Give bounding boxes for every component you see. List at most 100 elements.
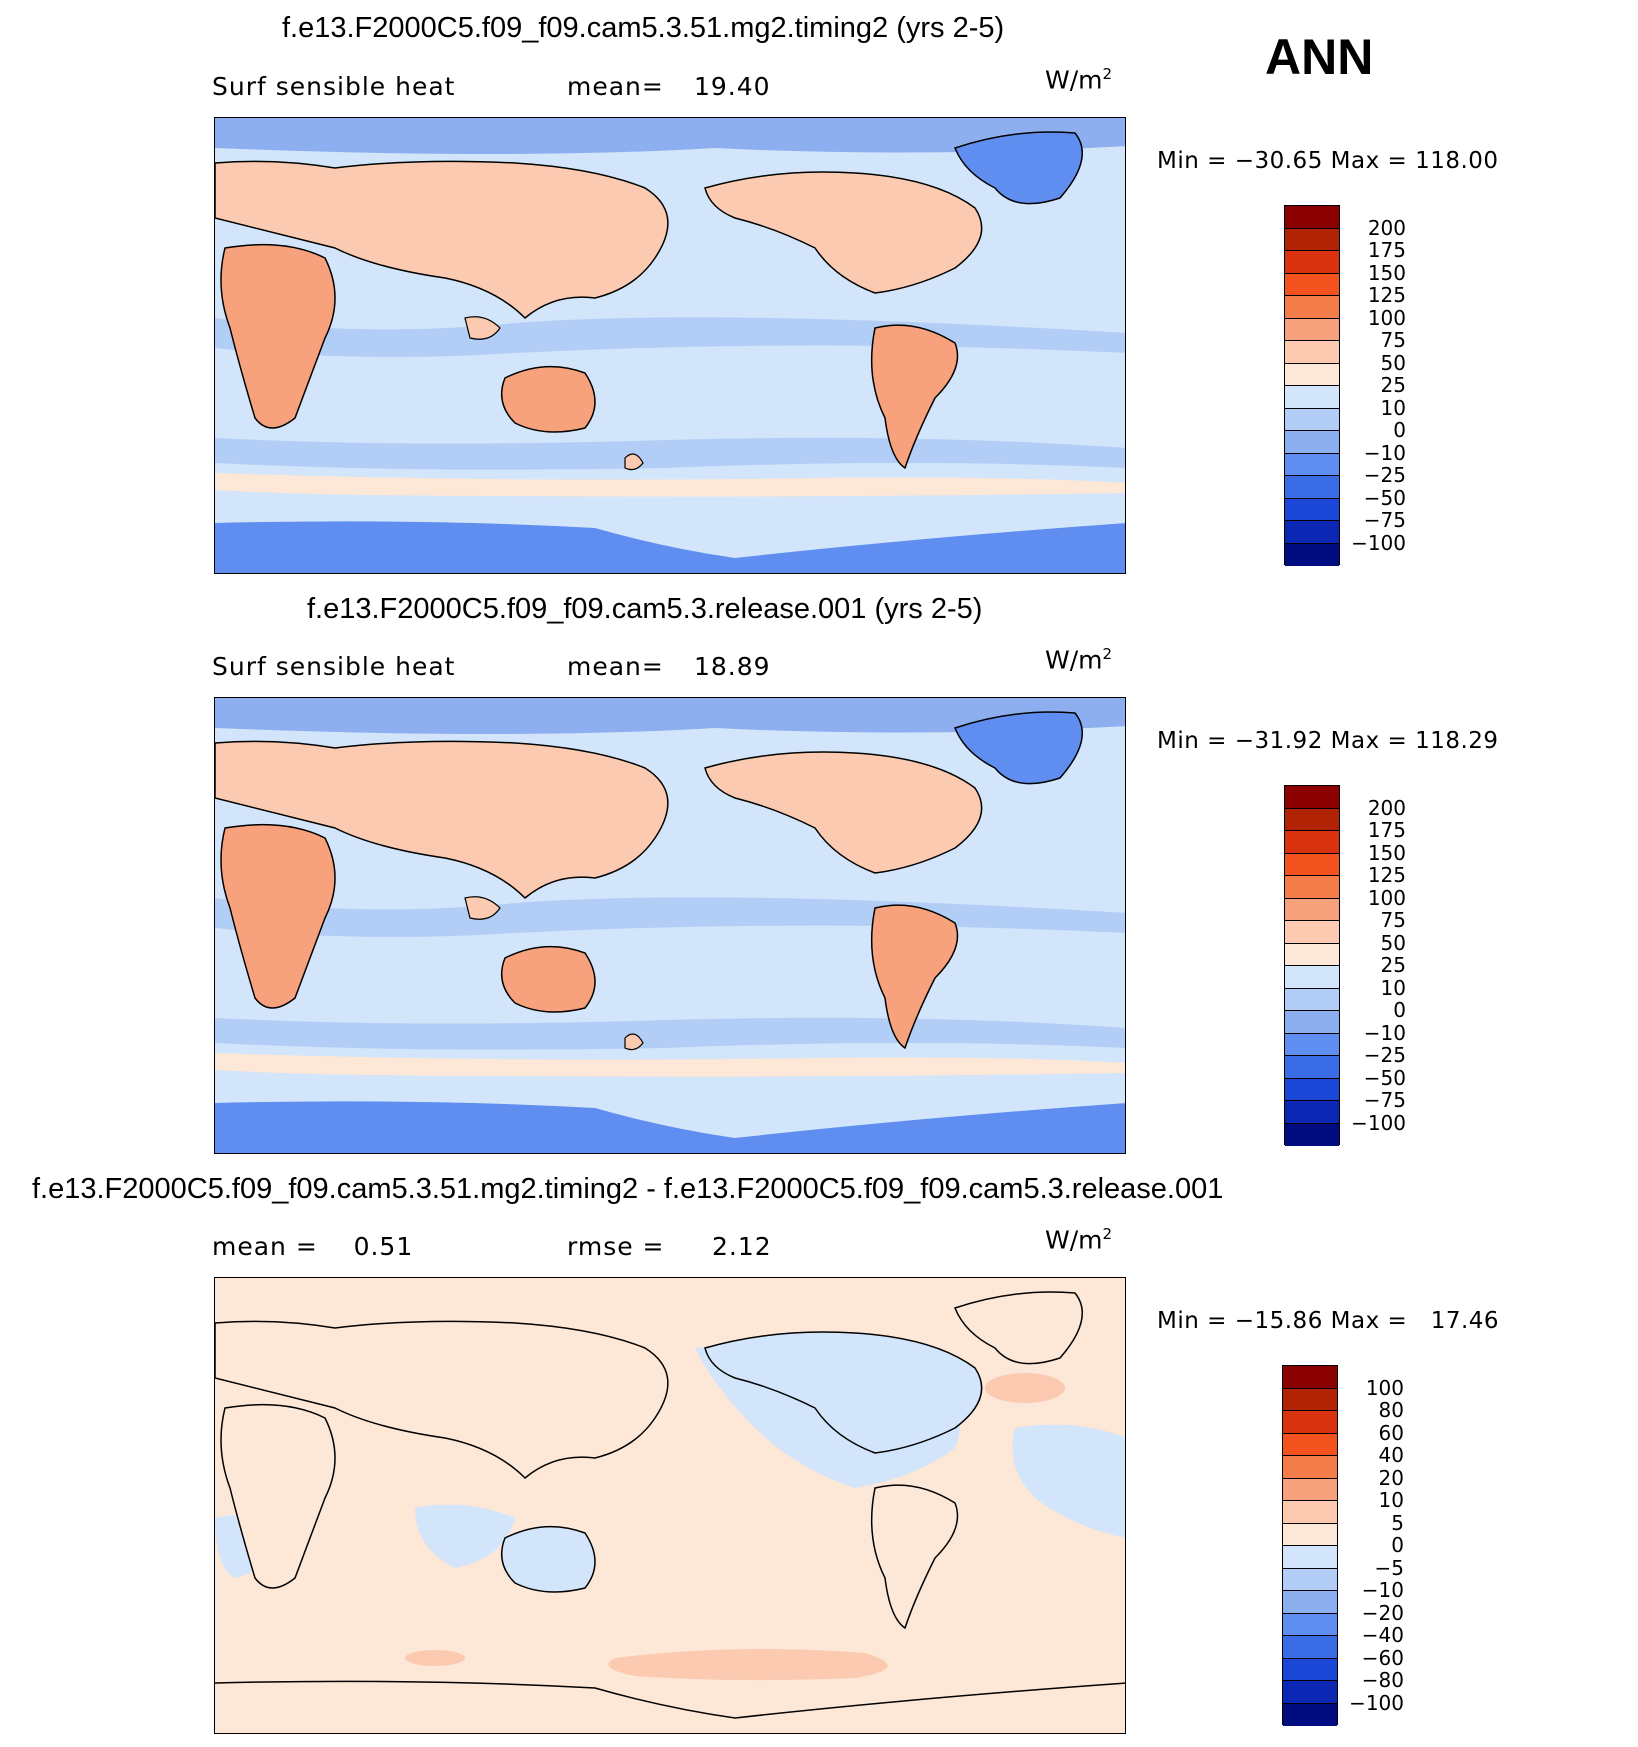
colorbar-label: −100 <box>1349 1690 1404 1715</box>
colorbar-label: 175 <box>1367 238 1406 262</box>
colorbar-swatch <box>1285 988 1339 1011</box>
colorbar-swatch <box>1285 1078 1339 1101</box>
colorbar-label: 150 <box>1367 840 1406 865</box>
panel-3-stat-label: rmse = <box>567 1232 665 1261</box>
colorbar-swatch <box>1285 363 1339 386</box>
colorbar-swatch <box>1283 1568 1337 1591</box>
panel-3-unit: W/m2 <box>1045 1225 1113 1255</box>
panel-3-colorbar <box>1282 1365 1338 1726</box>
colorbar-swatch <box>1283 1636 1337 1659</box>
colorbar-label: 100 <box>1365 1375 1404 1400</box>
colorbar-label: 75 <box>1380 908 1406 932</box>
colorbar-label: 0 <box>1391 1533 1404 1557</box>
colorbar-swatch <box>1285 943 1339 966</box>
panel-2-title: f.e13.F2000C5.f09_f09.cam5.3.release.001… <box>307 593 983 625</box>
panel-3-minmax: Min = −15.86 Max = 17.46 <box>1157 1308 1500 1334</box>
colorbar-label: −20 <box>1361 1600 1404 1625</box>
colorbar-swatch <box>1285 476 1339 499</box>
colorbar-swatch <box>1285 341 1339 364</box>
colorbar-label: 25 <box>1380 373 1406 397</box>
colorbar-label: 0 <box>1393 418 1406 442</box>
colorbar-label: −10 <box>1363 1020 1406 1045</box>
colorbar-swatch <box>1285 1011 1339 1034</box>
colorbar-label: 20 <box>1378 1465 1404 1490</box>
colorbar-label: 80 <box>1378 1398 1404 1422</box>
panel-1-unit: W/m2 <box>1045 65 1113 95</box>
colorbar-swatch <box>1285 786 1339 809</box>
colorbar-label: −25 <box>1363 463 1406 487</box>
colorbar-swatch <box>1283 1411 1337 1434</box>
colorbar-label: 5 <box>1391 1510 1404 1535</box>
colorbar-swatch <box>1285 498 1339 521</box>
colorbar-label: −10 <box>1363 440 1406 465</box>
panel-1-colorbar <box>1284 205 1340 566</box>
colorbar-label: 125 <box>1367 863 1406 887</box>
colorbar-label: 50 <box>1380 350 1406 375</box>
season-label: ANN <box>1265 29 1374 85</box>
colorbar-swatch <box>1285 808 1339 831</box>
colorbar-label: 150 <box>1367 260 1406 285</box>
colorbar-swatch <box>1285 1101 1339 1124</box>
colorbar-label: −100 <box>1351 1110 1406 1135</box>
panel-2-minmax: Min = −31.92 Max = 118.29 <box>1157 728 1499 754</box>
colorbar-swatch <box>1285 1033 1339 1056</box>
colorbar-label: −25 <box>1363 1043 1406 1067</box>
colorbar-swatch <box>1283 1703 1337 1726</box>
colorbar-label: 125 <box>1367 283 1406 307</box>
colorbar-label: 10 <box>1380 395 1406 420</box>
colorbar-label: −50 <box>1363 485 1406 510</box>
colorbar-label: −80 <box>1361 1668 1404 1692</box>
panel-2-unit: W/m2 <box>1045 645 1113 675</box>
colorbar-label: 175 <box>1367 818 1406 842</box>
panel-2-variable: Surf sensible heat <box>212 652 456 681</box>
panel-1-title: f.e13.F2000C5.f09_f09.cam5.3.51.mg2.timi… <box>282 12 1005 44</box>
colorbar-swatch <box>1285 273 1339 296</box>
panel-1-minmax: Min = −30.65 Max = 118.00 <box>1157 148 1499 174</box>
panel-3-mean: mean = 0.51 <box>212 1232 414 1261</box>
colorbar-label: −60 <box>1361 1645 1404 1670</box>
colorbar-label: 100 <box>1367 305 1406 330</box>
panel-3-map <box>214 1277 1126 1734</box>
colorbar-label: 40 <box>1378 1443 1404 1467</box>
colorbar-label: 50 <box>1380 930 1406 955</box>
colorbar-swatch <box>1285 206 1339 229</box>
colorbar-swatch <box>1283 1658 1337 1681</box>
colorbar-swatch <box>1285 853 1339 876</box>
colorbar-swatch <box>1285 521 1339 544</box>
colorbar-swatch <box>1285 543 1339 566</box>
colorbar-label: −10 <box>1361 1578 1404 1602</box>
panel-2-colorbar <box>1284 785 1340 1146</box>
panel-1-stat-value: 19.40 <box>694 72 771 101</box>
colorbar-swatch <box>1285 921 1339 944</box>
colorbar-label: −75 <box>1363 1088 1406 1112</box>
colorbar-swatch <box>1285 318 1339 341</box>
colorbar-swatch <box>1285 1056 1339 1079</box>
colorbar-label: 25 <box>1380 953 1406 977</box>
colorbar-swatch <box>1285 1123 1339 1146</box>
colorbar-label: 100 <box>1367 885 1406 910</box>
colorbar-label: 60 <box>1378 1420 1404 1445</box>
panel-2-stat-label: mean= <box>567 652 664 681</box>
panel-1-map <box>214 117 1126 574</box>
colorbar-swatch <box>1283 1456 1337 1479</box>
panel-3-title: f.e13.F2000C5.f09_f09.cam5.3.51.mg2.timi… <box>32 1173 1224 1205</box>
colorbar-swatch <box>1285 898 1339 921</box>
colorbar-swatch <box>1283 1613 1337 1636</box>
colorbar-label: 10 <box>1378 1488 1404 1512</box>
panel-1-variable: Surf sensible heat <box>212 72 456 101</box>
colorbar-swatch <box>1285 386 1339 409</box>
colorbar-swatch <box>1283 1388 1337 1411</box>
colorbar-swatch <box>1283 1523 1337 1546</box>
colorbar-label: −40 <box>1361 1623 1404 1647</box>
panel-1-colorbar-labels: 200 175 150 125 100 75 50 25 10 0 −10 −2… <box>1346 205 1406 565</box>
panel-2-map <box>214 697 1126 1154</box>
colorbar-swatch <box>1283 1501 1337 1524</box>
colorbar-label: 10 <box>1380 975 1406 1000</box>
colorbar-swatch <box>1283 1681 1337 1704</box>
panel-3-colorbar-labels: 100 80 60 40 20 10 5 0 −5 −10 −20 −40 −6… <box>1344 1365 1404 1725</box>
panel-2-stat-value: 18.89 <box>694 652 771 681</box>
colorbar-label: −100 <box>1351 530 1406 555</box>
panel-1-stat-label: mean= <box>567 72 664 101</box>
colorbar-swatch <box>1285 228 1339 251</box>
colorbar-swatch <box>1285 296 1339 319</box>
